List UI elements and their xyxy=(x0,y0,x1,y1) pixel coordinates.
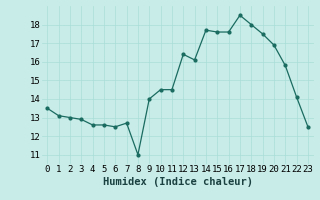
X-axis label: Humidex (Indice chaleur): Humidex (Indice chaleur) xyxy=(103,177,252,187)
